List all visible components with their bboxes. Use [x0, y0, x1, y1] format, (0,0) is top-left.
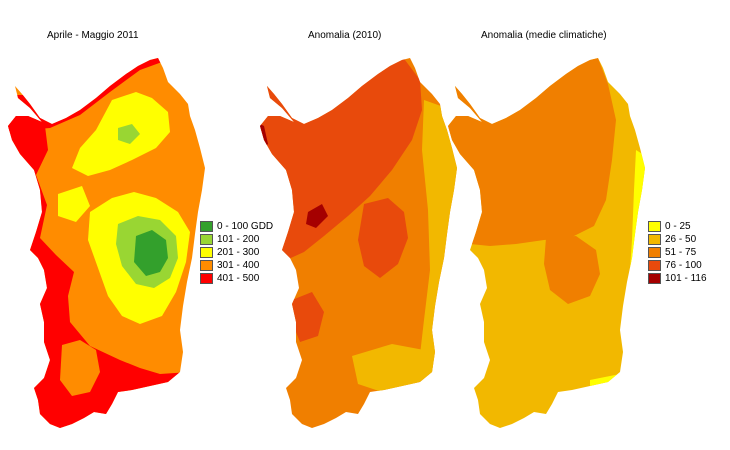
- gdd-zone-green-dark: [134, 230, 168, 276]
- anomaly-legend-item: 51 - 75: [648, 246, 707, 259]
- gdd-legend-item: 101 - 200: [200, 233, 273, 246]
- anomaly-legend-label: 101 - 116: [665, 273, 707, 284]
- anomaly-legend-item: 0 - 25: [648, 220, 707, 233]
- gdd-legend-swatch: [200, 234, 213, 245]
- anomaly-legend: 0 - 25 26 - 50 51 - 75 76 - 100 101 - 11…: [648, 220, 707, 285]
- gdd-legend-label: 301 - 400: [217, 260, 260, 271]
- anomaly-2010-south-low: [352, 344, 438, 392]
- gdd-legend: 0 - 100 GDD 101 - 200 201 - 300 301 - 40…: [200, 220, 273, 285]
- anomaly-2010-max-patch: [306, 204, 328, 228]
- gdd-legend-item: 0 - 100 GDD: [200, 220, 273, 233]
- gdd-legend-swatch: [200, 247, 213, 258]
- anomaly-legend-item: 76 - 100: [648, 259, 707, 272]
- anomaly-legend-swatch: [648, 260, 661, 271]
- gdd-map: [8, 58, 205, 428]
- anomaly-climatic-central-mid: [544, 236, 600, 304]
- map-title-anomaly-2010: Anomalia (2010): [308, 30, 382, 41]
- map-title-anomaly-climatic: Anomalia (medie climatiche): [481, 30, 607, 41]
- anomaly-legend-item: 26 - 50: [648, 233, 707, 246]
- gdd-legend-label: 0 - 100 GDD: [217, 221, 274, 232]
- gdd-zone-southwest-patch: [60, 340, 100, 396]
- anomaly-legend-label: 76 - 100: [665, 260, 702, 271]
- gdd-legend-item: 201 - 300: [200, 246, 273, 259]
- anomaly-2010-east-low: [418, 100, 457, 378]
- anomaly-legend-swatch: [648, 234, 661, 245]
- anomaly-2010-map: [260, 58, 457, 428]
- anomaly-legend-label: 51 - 75: [665, 247, 697, 258]
- gdd-legend-swatch: [200, 221, 213, 232]
- anomaly-legend-item: 101 - 116: [648, 272, 707, 285]
- map-title-gdd: Aprile - Maggio 2011: [47, 30, 139, 41]
- gdd-zone-green-north: [118, 124, 140, 144]
- gdd-legend-label: 201 - 300: [217, 247, 260, 258]
- anomaly-climatic-north-mid: [448, 58, 616, 246]
- anomaly-legend-label: 0 - 25: [665, 221, 691, 232]
- anomaly-climatic-map: [448, 58, 645, 428]
- gdd-legend-item: 301 - 400: [200, 259, 273, 272]
- anomaly-legend-swatch: [648, 273, 661, 284]
- gdd-zone-west-coast: [8, 110, 200, 428]
- gdd-zone-yellow-west: [58, 186, 90, 222]
- gdd-legend-label: 401 - 500: [217, 273, 260, 284]
- anomaly-legend-swatch: [648, 247, 661, 258]
- gdd-legend-swatch: [200, 273, 213, 284]
- anomaly-legend-swatch: [648, 221, 661, 232]
- anomaly-legend-label: 26 - 50: [665, 234, 697, 245]
- gdd-legend-label: 101 - 200: [217, 234, 260, 245]
- anomaly-2010-sw-patch: [292, 292, 324, 342]
- gdd-legend-item: 401 - 500: [200, 272, 273, 285]
- gdd-legend-swatch: [200, 260, 213, 271]
- anomaly-2010-central-high: [358, 198, 408, 278]
